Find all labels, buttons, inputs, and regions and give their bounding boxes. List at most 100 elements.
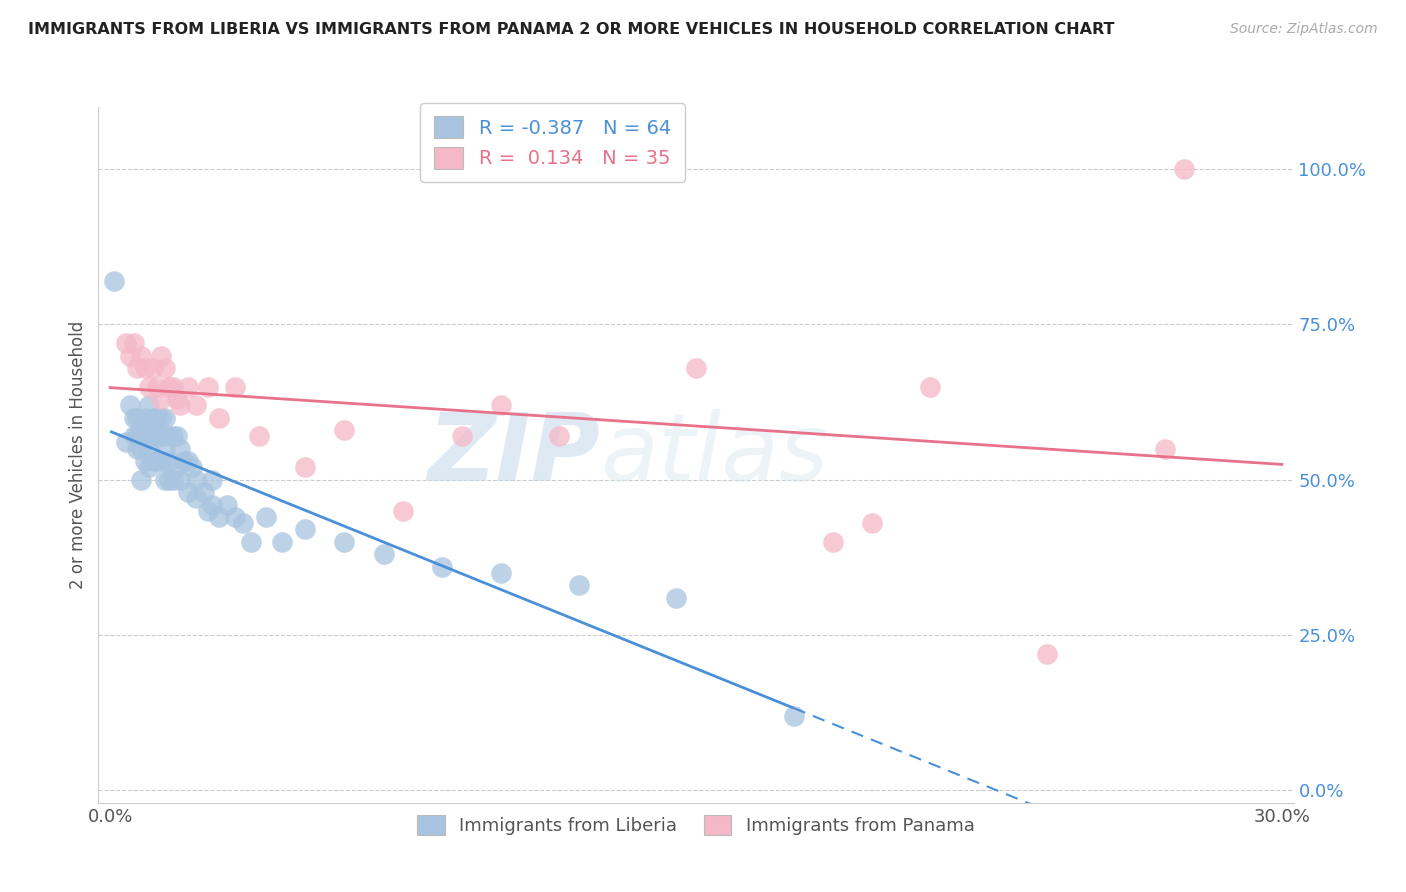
Point	[197, 379, 219, 393]
Point	[169, 442, 191, 456]
Point	[162, 429, 184, 443]
Point	[173, 454, 195, 468]
Point	[184, 398, 207, 412]
Point	[138, 379, 160, 393]
Point	[134, 454, 156, 468]
Point	[166, 460, 188, 475]
Point	[146, 454, 169, 468]
Point	[153, 410, 176, 425]
Point	[208, 510, 231, 524]
Point	[131, 473, 153, 487]
Point	[149, 349, 172, 363]
Point	[568, 578, 591, 592]
Point	[138, 442, 160, 456]
Text: Source: ZipAtlas.com: Source: ZipAtlas.com	[1230, 22, 1378, 37]
Point	[166, 429, 188, 443]
Point	[118, 349, 141, 363]
Point	[134, 410, 156, 425]
Point	[224, 379, 246, 393]
Point	[333, 423, 356, 437]
Point	[782, 708, 804, 723]
Point	[149, 429, 172, 443]
Point	[224, 510, 246, 524]
Point	[153, 442, 176, 456]
Point	[138, 398, 160, 412]
Point	[127, 360, 149, 375]
Point	[149, 410, 172, 425]
Point	[184, 473, 207, 487]
Point	[157, 429, 180, 443]
Point	[489, 566, 512, 580]
Point	[177, 485, 200, 500]
Point	[131, 349, 153, 363]
Point	[201, 498, 224, 512]
Point	[860, 516, 883, 531]
Point	[685, 360, 707, 375]
Point	[333, 534, 356, 549]
Point	[166, 392, 188, 406]
Point	[114, 435, 136, 450]
Point	[146, 379, 169, 393]
Point	[134, 360, 156, 375]
Point	[122, 336, 145, 351]
Point	[169, 398, 191, 412]
Point	[153, 473, 176, 487]
Point	[157, 379, 180, 393]
Point	[153, 360, 176, 375]
Point	[146, 429, 169, 443]
Text: ZIP: ZIP	[427, 409, 600, 501]
Point	[217, 498, 239, 512]
Point	[430, 559, 453, 574]
Point	[821, 534, 844, 549]
Point	[162, 379, 184, 393]
Point	[142, 410, 165, 425]
Point	[1153, 442, 1175, 456]
Point	[134, 429, 156, 443]
Point	[208, 410, 231, 425]
Point	[103, 274, 125, 288]
Point	[127, 429, 149, 443]
Point	[373, 547, 395, 561]
Point	[254, 510, 277, 524]
Legend: Immigrants from Liberia, Immigrants from Panama: Immigrants from Liberia, Immigrants from…	[411, 808, 981, 842]
Point	[138, 423, 160, 437]
Point	[548, 429, 571, 443]
Point	[131, 423, 153, 437]
Point	[177, 379, 200, 393]
Point	[157, 454, 180, 468]
Point	[665, 591, 688, 605]
Point	[142, 454, 165, 468]
Point	[122, 410, 145, 425]
Point	[193, 485, 215, 500]
Point	[127, 410, 149, 425]
Point	[294, 460, 316, 475]
Point	[127, 442, 149, 456]
Point	[142, 429, 165, 443]
Point	[239, 534, 262, 549]
Point	[489, 398, 512, 412]
Point	[201, 473, 224, 487]
Text: IMMIGRANTS FROM LIBERIA VS IMMIGRANTS FROM PANAMA 2 OR MORE VEHICLES IN HOUSEHOL: IMMIGRANTS FROM LIBERIA VS IMMIGRANTS FR…	[28, 22, 1115, 37]
Point	[184, 491, 207, 506]
Point	[450, 429, 472, 443]
Text: atlas: atlas	[600, 409, 828, 500]
Point	[162, 473, 184, 487]
Point	[142, 360, 165, 375]
Point	[149, 454, 172, 468]
Point	[138, 460, 160, 475]
Point	[181, 460, 204, 475]
Point	[920, 379, 942, 393]
Point	[149, 392, 172, 406]
Point	[114, 336, 136, 351]
Y-axis label: 2 or more Vehicles in Household: 2 or more Vehicles in Household	[69, 321, 87, 589]
Point	[122, 429, 145, 443]
Point	[146, 410, 169, 425]
Point	[169, 473, 191, 487]
Point	[157, 473, 180, 487]
Point	[131, 442, 153, 456]
Point	[177, 454, 200, 468]
Point	[294, 523, 316, 537]
Point	[1036, 647, 1059, 661]
Point	[232, 516, 254, 531]
Point	[247, 429, 270, 443]
